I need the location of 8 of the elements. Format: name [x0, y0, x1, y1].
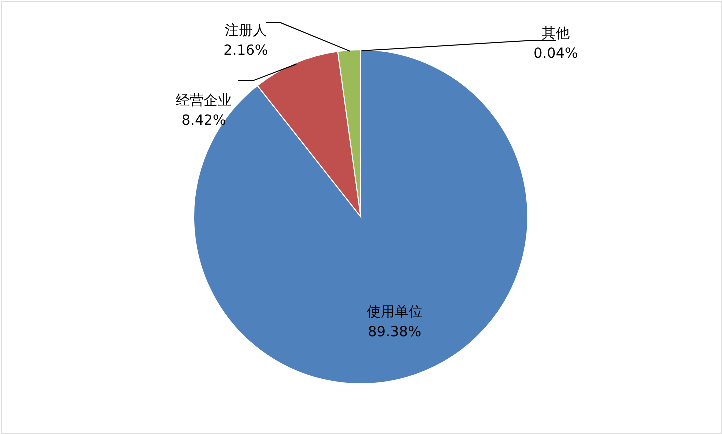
slice-label: 注册人	[225, 23, 267, 39]
data-label: 0.04%	[534, 46, 578, 62]
data-label: 89.38%	[368, 324, 422, 341]
data-label: 8.42%	[182, 113, 226, 129]
slice-label: 使用单位	[366, 304, 423, 321]
slice-label: 经营企业	[176, 93, 232, 109]
data-label: 2.16%	[224, 43, 268, 59]
slice-label: 其他	[542, 26, 570, 42]
